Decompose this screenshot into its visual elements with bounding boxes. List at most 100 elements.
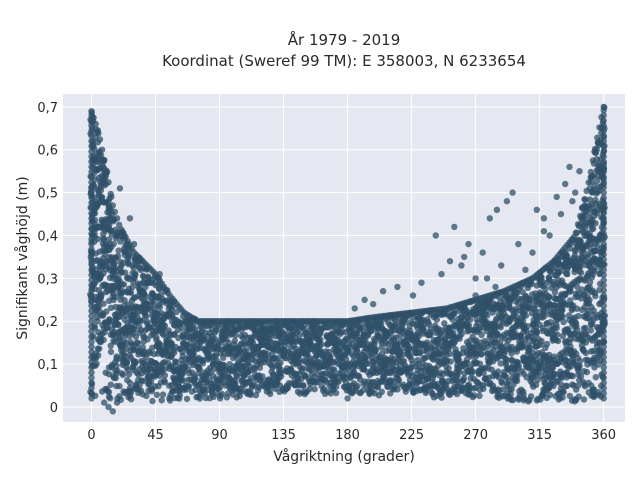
data-point — [505, 319, 513, 326]
data-point — [590, 307, 597, 314]
data-point — [527, 296, 535, 303]
data-point — [600, 189, 607, 196]
data-point — [600, 235, 607, 243]
data-point — [147, 378, 155, 385]
data-point — [267, 390, 274, 398]
data-point — [591, 248, 598, 255]
data-point — [88, 271, 95, 279]
data-point — [527, 393, 535, 400]
y-axis-ticks: 0 0,1 0,2 0,3 0,4 0,5 0,6 0,7 — [37, 101, 58, 416]
y-tick-label: 0,4 — [37, 229, 58, 244]
data-point — [88, 328, 95, 335]
data-point — [88, 384, 95, 392]
data-point — [559, 313, 567, 320]
data-point — [88, 323, 95, 330]
data-point — [533, 206, 540, 213]
data-point — [115, 321, 122, 328]
data-point — [508, 350, 515, 357]
data-point — [94, 235, 102, 243]
data-point — [110, 240, 118, 247]
data-point — [580, 396, 588, 403]
data-point — [458, 262, 465, 269]
data-point — [415, 332, 423, 340]
data-point — [399, 351, 407, 358]
data-point — [453, 390, 461, 398]
data-point — [509, 189, 516, 196]
data-point — [476, 392, 483, 400]
data-point — [422, 341, 430, 348]
data-point — [107, 342, 114, 349]
data-point — [600, 338, 607, 345]
data-point — [196, 366, 203, 373]
data-point — [479, 249, 486, 256]
x-tick-label: 45 — [147, 428, 164, 443]
data-point — [600, 364, 607, 371]
data-point — [301, 371, 308, 379]
data-point — [138, 377, 145, 384]
data-point — [111, 338, 119, 346]
data-point — [88, 282, 95, 289]
data-point — [589, 225, 597, 233]
data-point — [562, 180, 569, 188]
data-point — [478, 351, 485, 358]
data-point — [533, 381, 540, 388]
data-point — [88, 225, 95, 232]
data-point — [180, 386, 188, 393]
data-point — [566, 163, 573, 171]
data-point — [486, 215, 493, 222]
data-point — [600, 107, 607, 114]
data-point — [578, 286, 586, 293]
data-point — [88, 364, 95, 371]
data-point — [337, 330, 344, 337]
data-point — [576, 357, 584, 365]
data-point — [498, 262, 505, 269]
data-point — [247, 391, 254, 398]
data-point — [501, 350, 508, 357]
data-point — [88, 194, 95, 201]
data-point — [261, 356, 269, 363]
data-point — [540, 228, 548, 235]
data-point — [236, 347, 244, 354]
data-point — [360, 386, 367, 394]
data-point — [551, 289, 559, 296]
data-point — [456, 332, 463, 339]
data-point — [88, 343, 95, 351]
data-point — [524, 323, 531, 330]
data-point — [330, 366, 338, 373]
data-point — [370, 300, 377, 308]
data-point — [591, 267, 598, 275]
data-point — [105, 236, 113, 243]
data-point — [446, 258, 454, 265]
data-point — [179, 371, 186, 378]
data-point — [600, 132, 607, 140]
data-point — [283, 385, 290, 392]
data-point — [582, 349, 590, 357]
data-point — [586, 196, 593, 203]
data-point — [126, 252, 133, 259]
data-point — [88, 220, 95, 227]
chart-title-line-2: Koordinat (Sweref 99 TM): E 358003, N 62… — [162, 52, 526, 70]
data-point — [405, 342, 412, 350]
data-point — [88, 240, 95, 248]
data-point — [88, 179, 95, 186]
data-point — [107, 190, 114, 198]
data-point — [88, 297, 95, 304]
data-point — [125, 371, 133, 378]
data-point — [88, 132, 95, 140]
data-point — [183, 395, 191, 403]
data-point — [88, 338, 95, 345]
data-point — [463, 356, 470, 363]
data-point — [94, 318, 101, 325]
data-point — [414, 357, 421, 364]
data-point — [502, 359, 509, 366]
data-point — [107, 395, 114, 402]
data-point — [127, 289, 135, 296]
data-point — [557, 210, 565, 218]
data-point — [600, 184, 607, 191]
data-point — [600, 112, 607, 119]
data-point — [508, 386, 515, 393]
data-point — [560, 389, 567, 396]
data-point — [88, 354, 95, 361]
data-point — [503, 198, 511, 205]
data-point — [600, 395, 607, 402]
